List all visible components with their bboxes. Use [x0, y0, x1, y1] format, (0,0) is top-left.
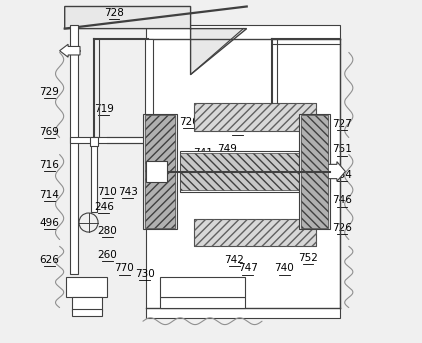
Text: 716: 716: [39, 160, 60, 170]
Text: 769: 769: [39, 127, 60, 138]
Text: 726: 726: [332, 223, 352, 233]
Text: 718: 718: [227, 124, 247, 134]
FancyArrow shape: [60, 44, 80, 57]
Text: 280: 280: [97, 226, 117, 236]
Text: 626: 626: [39, 255, 60, 265]
Bar: [194, 104, 316, 131]
Text: 730: 730: [135, 269, 154, 279]
Polygon shape: [65, 7, 247, 74]
Bar: [194, 104, 316, 131]
Bar: [71, 309, 102, 316]
Text: 719: 719: [94, 104, 114, 114]
Bar: [90, 137, 98, 146]
Text: 723: 723: [196, 282, 216, 292]
Text: 754: 754: [332, 170, 352, 180]
Text: 720: 720: [179, 117, 199, 127]
Bar: [180, 153, 330, 190]
Text: 731: 731: [145, 163, 165, 173]
Bar: [194, 219, 316, 246]
Text: 749: 749: [217, 144, 237, 154]
Text: 742: 742: [224, 255, 244, 265]
Bar: [145, 39, 153, 114]
Text: 740: 740: [274, 263, 294, 273]
Text: 743: 743: [118, 187, 138, 197]
Text: 746: 746: [332, 196, 352, 205]
Text: 770: 770: [114, 263, 134, 273]
Text: 751: 751: [332, 144, 352, 154]
Bar: [91, 144, 97, 212]
Bar: [71, 297, 102, 311]
Text: 729: 729: [39, 86, 60, 96]
Bar: [70, 25, 78, 274]
Bar: [300, 114, 330, 229]
Bar: [160, 297, 245, 308]
Text: 246: 246: [94, 202, 114, 212]
Bar: [143, 114, 177, 229]
Text: 745: 745: [187, 163, 207, 173]
Polygon shape: [146, 25, 340, 318]
Bar: [145, 115, 175, 228]
Bar: [66, 277, 107, 297]
Text: 741: 741: [194, 148, 214, 158]
Text: 714: 714: [39, 190, 60, 200]
Bar: [160, 277, 245, 297]
Text: 260: 260: [97, 250, 117, 260]
Bar: [146, 161, 167, 182]
Bar: [194, 219, 316, 246]
Text: 728: 728: [104, 8, 124, 18]
Bar: [70, 138, 146, 143]
Bar: [301, 115, 328, 228]
Text: 744: 744: [149, 148, 169, 158]
FancyArrow shape: [325, 162, 345, 181]
Text: 727: 727: [332, 119, 352, 129]
Text: 496: 496: [39, 217, 60, 227]
Text: 710: 710: [97, 187, 117, 197]
Text: 752: 752: [298, 253, 318, 263]
Text: 747: 747: [238, 263, 258, 273]
Bar: [180, 151, 330, 192]
